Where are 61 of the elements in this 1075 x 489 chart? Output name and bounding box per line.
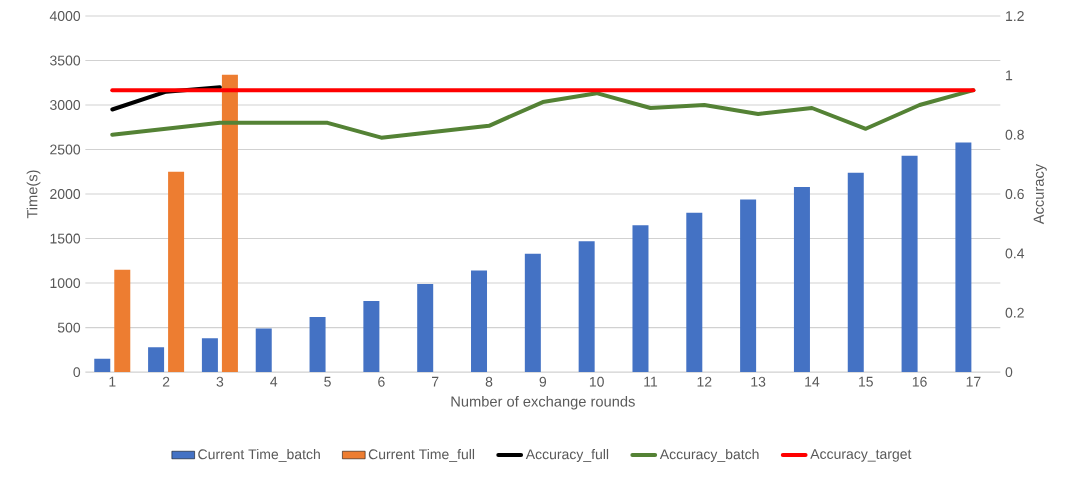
y2-tick-label: 0.6 bbox=[1005, 188, 1024, 199]
bar bbox=[578, 241, 595, 372]
y-tick-label: 500 bbox=[57, 322, 81, 333]
bar bbox=[417, 283, 434, 372]
bar bbox=[94, 358, 111, 372]
x-tick-label: 6 bbox=[378, 376, 385, 387]
y-tick-label: 1500 bbox=[50, 233, 81, 244]
y-tick-label: 2500 bbox=[50, 144, 81, 155]
bar bbox=[524, 253, 541, 372]
legend-label: Current Time_full bbox=[368, 448, 475, 462]
y-tick-label: 4000 bbox=[49, 10, 81, 21]
bar bbox=[309, 316, 326, 372]
bar bbox=[793, 186, 810, 372]
y-axis-title: Time(s) bbox=[26, 170, 41, 219]
x-tick-label: 5 bbox=[324, 376, 331, 387]
y2-tick-label: 1.2 bbox=[1006, 10, 1024, 21]
bar bbox=[148, 346, 165, 372]
y2-tick-label: 0 bbox=[1005, 366, 1013, 377]
x-tick-label: 9 bbox=[539, 376, 547, 387]
bar bbox=[255, 328, 272, 372]
bar bbox=[363, 300, 380, 372]
legend-label: Accuracy_full bbox=[525, 448, 609, 462]
x-tick-label: 14 bbox=[805, 376, 820, 387]
bar bbox=[686, 212, 703, 372]
x-tick-label: 1 bbox=[109, 376, 116, 387]
bar bbox=[471, 270, 488, 372]
x-tick-label: 2 bbox=[162, 376, 170, 387]
x-tick-label: 7 bbox=[432, 376, 439, 387]
bar bbox=[740, 199, 757, 372]
x-tick-label: 8 bbox=[485, 376, 493, 387]
x-tick-label: 3 bbox=[216, 376, 224, 387]
bar bbox=[221, 74, 238, 372]
y2-tick-label: 0.8 bbox=[1005, 129, 1024, 140]
bar bbox=[168, 171, 185, 372]
y-tick-label: 3000 bbox=[50, 99, 81, 110]
x-tick-label: 16 bbox=[912, 376, 927, 387]
legend-label: Accuracy_batch bbox=[659, 448, 759, 462]
bar bbox=[847, 172, 864, 372]
x-tick-label: 17 bbox=[966, 376, 981, 387]
legend-label: Accuracy_target bbox=[810, 448, 912, 462]
y2-axis-title: Accuracy bbox=[1033, 163, 1047, 224]
y-tick-label: 2000 bbox=[50, 188, 81, 199]
x-tick-label: 12 bbox=[697, 376, 712, 387]
x-tick-label: 4 bbox=[270, 376, 278, 387]
y2-tick-label: 0.4 bbox=[1005, 248, 1025, 259]
bar bbox=[901, 155, 918, 372]
legend-label: Current Time_batch bbox=[198, 448, 320, 462]
y2-tick-label: 1 bbox=[1006, 70, 1013, 80]
y-tick-label: 1000 bbox=[50, 277, 81, 288]
x-tick-label: 11 bbox=[644, 376, 658, 387]
bar bbox=[114, 269, 131, 372]
bar bbox=[955, 142, 972, 372]
bar bbox=[201, 338, 218, 372]
bar bbox=[632, 224, 649, 372]
x-tick-label: 10 bbox=[589, 376, 604, 387]
x-tick-label: 15 bbox=[859, 376, 873, 387]
x-tick-label: 13 bbox=[751, 376, 766, 387]
y-tick-label: 3500 bbox=[50, 55, 81, 66]
x-axis-title: Number of exchange rounds bbox=[451, 395, 635, 410]
y-tick-label: 0 bbox=[73, 366, 81, 377]
y2-tick-label: 0.2 bbox=[1005, 307, 1024, 318]
